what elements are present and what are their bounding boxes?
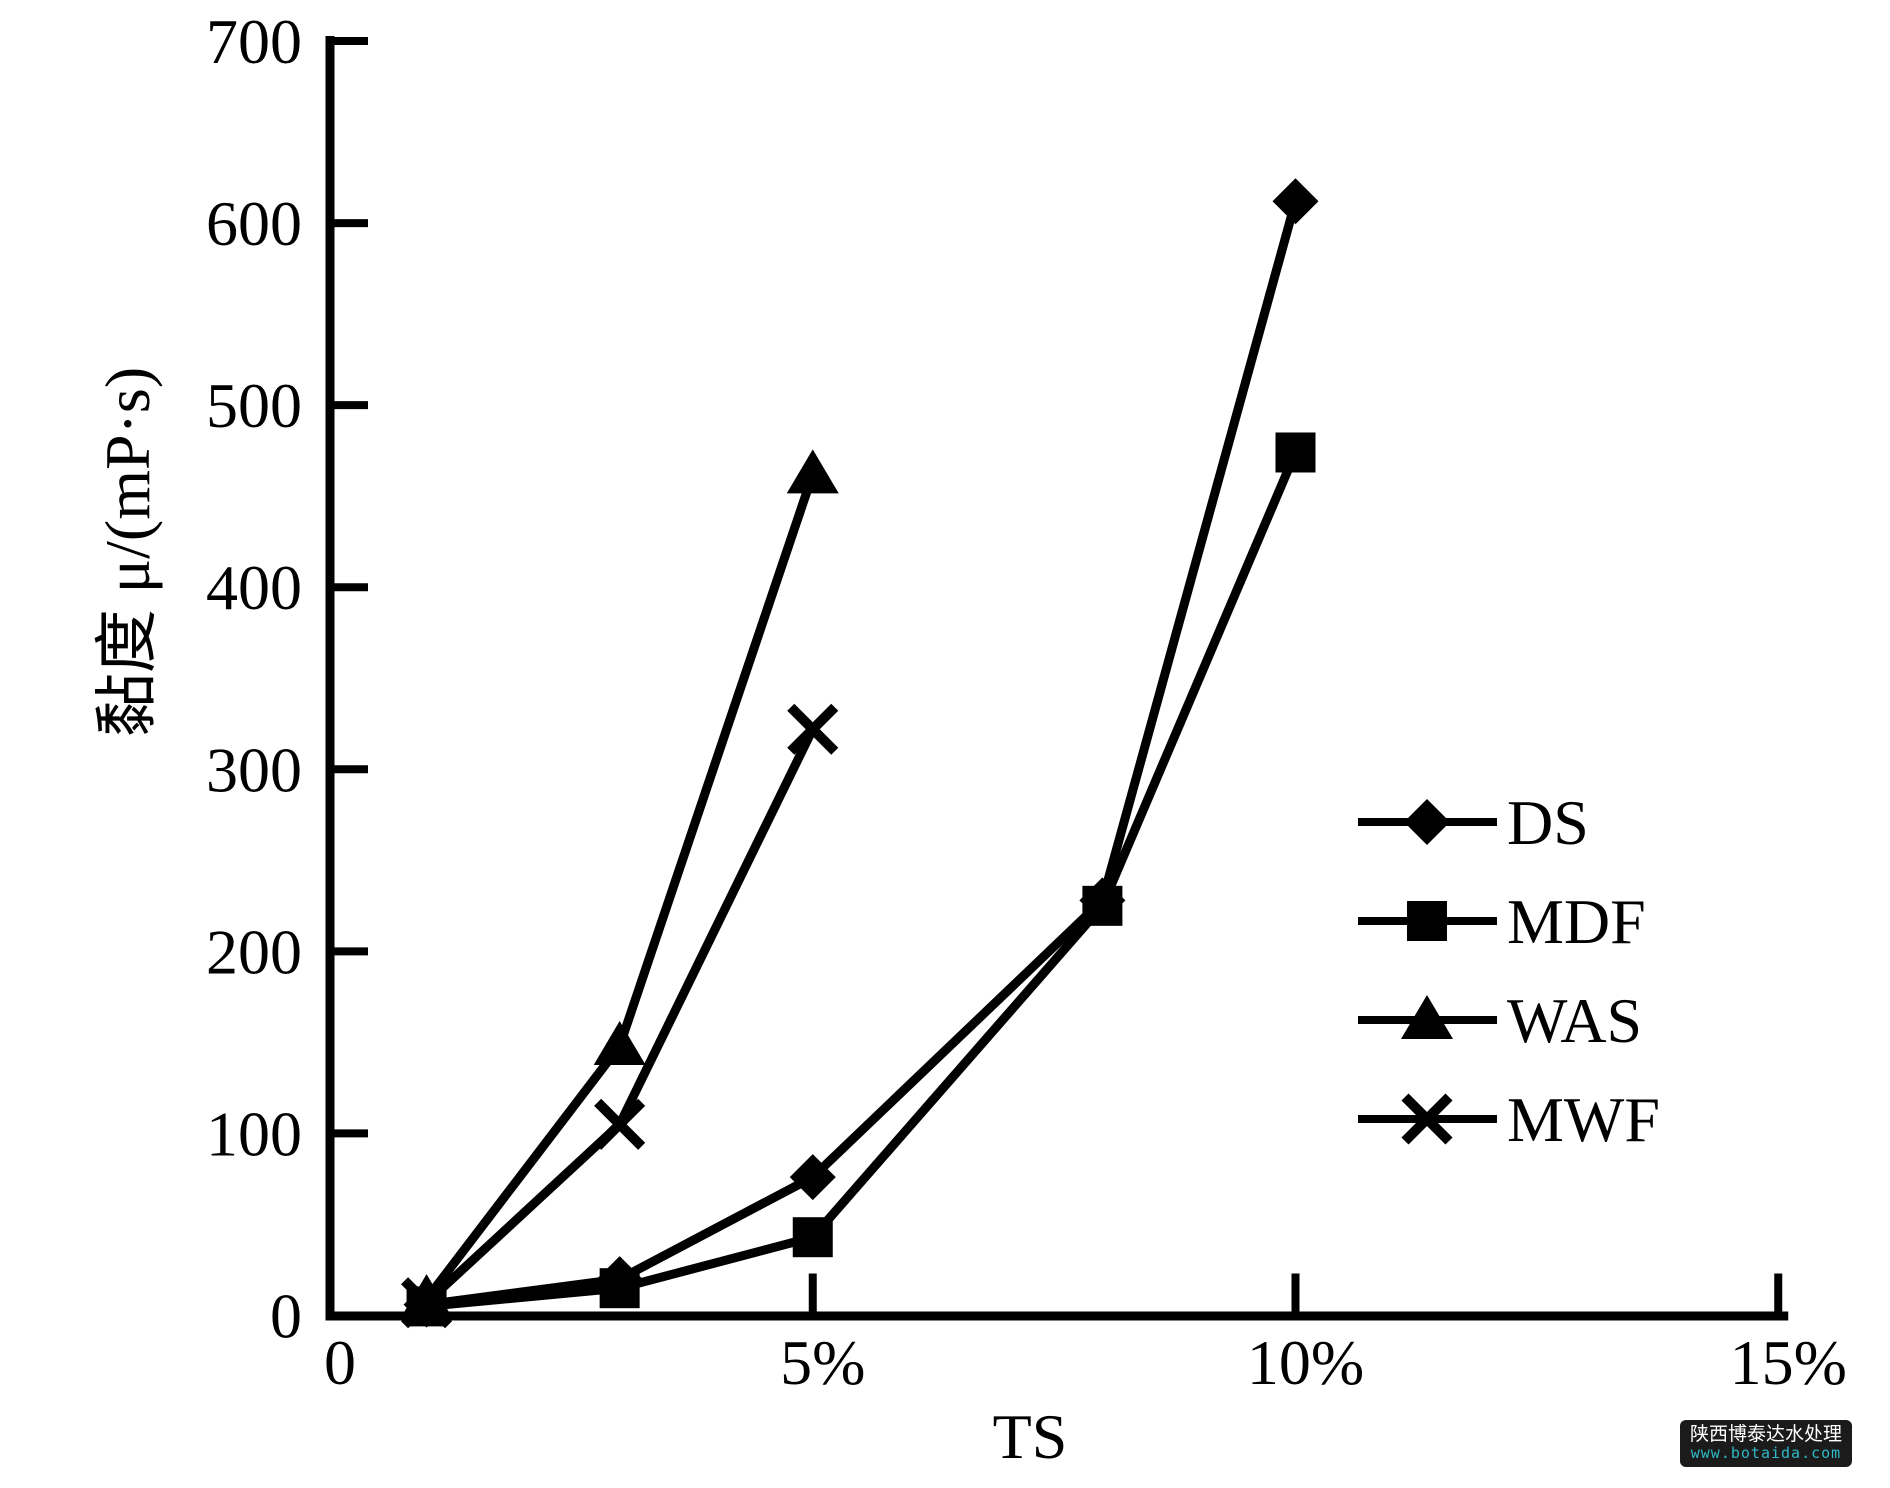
legend-marker-MWF: [1401, 1093, 1453, 1145]
legend-item-WAS: WAS: [1358, 985, 1642, 1056]
legend-item-MDF: MDF: [1358, 886, 1646, 957]
legend-label-MDF: MDF: [1507, 886, 1646, 957]
x-cross-marker-icon: [1401, 1093, 1453, 1145]
y-axis-title: 黏度 μ/(mP·s): [92, 366, 163, 738]
series-marker-DS: [789, 1154, 836, 1201]
y-tick-label-400: 400: [206, 552, 302, 623]
square-marker-icon: [1275, 432, 1316, 473]
x-tick-label-0: 0: [324, 1327, 356, 1398]
y-tick-label-100: 100: [206, 1098, 302, 1169]
series-marker-MWF: [401, 1277, 453, 1329]
square-marker-icon: [1082, 885, 1123, 926]
y-tick-label-300: 300: [206, 734, 302, 805]
legend-marker-WAS: [1401, 995, 1453, 1039]
series-marker-WAS: [786, 449, 839, 494]
series-marker-MDF: [1275, 432, 1316, 473]
series-marker-MDF: [792, 1217, 833, 1258]
diamond-marker-icon: [1272, 178, 1319, 225]
y-tick-label-200: 200: [206, 916, 302, 987]
triangle-marker-icon: [786, 449, 839, 494]
x-cross-marker-icon: [594, 1098, 646, 1150]
legend-item-MWF: MWF: [1358, 1084, 1660, 1155]
legend-label-DS: DS: [1507, 787, 1589, 858]
legend-marker-MDF: [1407, 901, 1447, 941]
series-marker-WAS: [593, 1021, 646, 1066]
legend-item-DS: DS: [1358, 787, 1589, 858]
legend-marker-DS: [1404, 799, 1450, 845]
x-cross-marker-icon: [787, 703, 839, 755]
diamond-marker-icon: [789, 1154, 836, 1201]
y-tick-label-0: 0: [270, 1281, 302, 1352]
y-tick-label-600: 600: [206, 188, 302, 259]
x-tick-label-15%: 15%: [1730, 1327, 1847, 1398]
y-tick-label-500: 500: [206, 370, 302, 441]
square-marker-icon: [792, 1217, 833, 1258]
series-marker-DS: [1272, 178, 1319, 225]
diamond-marker-icon: [1404, 799, 1450, 845]
x-tick-label-10%: 10%: [1247, 1327, 1364, 1398]
series-marker-MDF: [599, 1268, 640, 1309]
triangle-marker-icon: [1401, 995, 1453, 1039]
series-marker-MWF: [594, 1098, 646, 1150]
x-axis-title: TS: [992, 1401, 1068, 1472]
watermark: 陕西博泰达水处理 www.botaida.com: [1679, 1420, 1852, 1467]
series-marker-MWF: [787, 703, 839, 755]
y-tick-label-700: 700: [206, 6, 302, 77]
series-line-WAS: [422, 472, 818, 1302]
series-marker-MDF: [1082, 885, 1123, 926]
watermark-company-text: 陕西博泰达水处理: [1689, 1423, 1842, 1445]
watermark-url-text: www.botaida.com: [1690, 1444, 1842, 1462]
legend-label-MWF: MWF: [1507, 1084, 1660, 1155]
square-marker-icon: [599, 1268, 640, 1309]
legend-label-WAS: WAS: [1507, 985, 1642, 1056]
x-cross-marker-icon: [401, 1277, 453, 1329]
square-marker-icon: [1407, 901, 1447, 941]
x-tick-label-5%: 5%: [780, 1327, 865, 1398]
triangle-marker-icon: [593, 1021, 646, 1066]
